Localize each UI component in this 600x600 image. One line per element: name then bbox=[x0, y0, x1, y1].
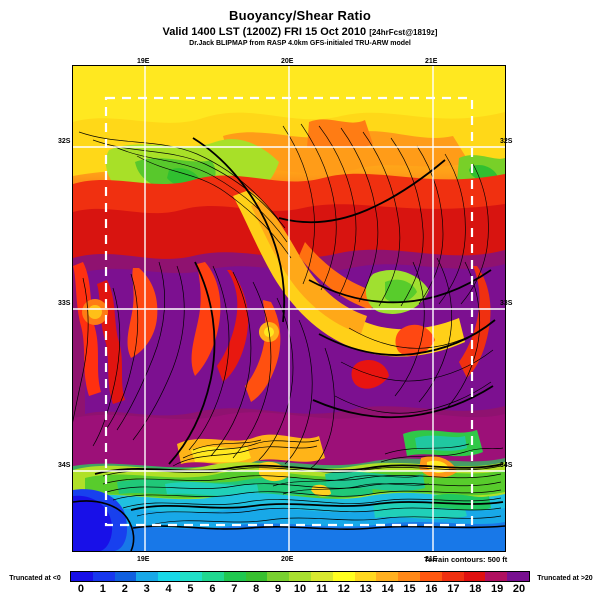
colorbar-tick-7: 7 bbox=[231, 583, 238, 595]
lat-label-left-2: 34S bbox=[58, 462, 71, 469]
colorbar-swatch-1 bbox=[92, 572, 115, 581]
colorbar-swatch-16 bbox=[420, 572, 442, 581]
colorbar-swatch-13 bbox=[354, 572, 377, 581]
colorbar-swatch-19 bbox=[485, 572, 508, 581]
colorbar-tick-17: 17 bbox=[447, 583, 460, 595]
colorbar-tick-1: 1 bbox=[99, 583, 106, 595]
model-credit: Dr.Jack BLIPMAP from RASP 4.0km GFS-init… bbox=[189, 40, 411, 47]
terrain-contour-note: Terrain contours: 500 ft bbox=[424, 555, 508, 564]
lat-label-right-1: 33S bbox=[500, 300, 513, 307]
colorbar-tick-9: 9 bbox=[275, 583, 282, 595]
colorbar-truncated-high: Truncated at >20 bbox=[537, 575, 593, 582]
colorbar-tick-16: 16 bbox=[425, 583, 438, 595]
colorbar-ticks: 0 1 2 3 4 5 6 7 8 9 10 11 12 13 14 15 16 17 18 19 20 bbox=[70, 582, 530, 596]
colorbar-tick-5: 5 bbox=[187, 583, 194, 595]
page-subtitle: Valid 1400 LST (1200Z) FRI 15 Oct 2010 [… bbox=[0, 26, 600, 38]
colorbar-swatch-2 bbox=[114, 572, 137, 581]
colorbar-swatch-15 bbox=[398, 572, 420, 581]
colorbar-tick-10: 10 bbox=[293, 583, 307, 595]
colorbar-swatch-17 bbox=[441, 572, 464, 581]
colorbar-tick-14: 14 bbox=[381, 583, 394, 595]
lon-label-bottom-1: 20E bbox=[281, 556, 294, 563]
colorbar-swatch-14 bbox=[376, 572, 399, 581]
colorbar-swatch-12 bbox=[332, 572, 355, 581]
colorbar-tick-2: 2 bbox=[121, 583, 128, 595]
colorbar-swatch-4 bbox=[158, 572, 181, 581]
colorbar-swatch-9 bbox=[267, 572, 290, 581]
colorbar-swatch-5 bbox=[180, 572, 202, 581]
lon-label-top-2: 21E bbox=[425, 58, 438, 65]
lon-label-bottom-0: 19E bbox=[137, 556, 150, 563]
lat-label-left-0: 32S bbox=[58, 138, 71, 145]
colorbar-tick-0: 0 bbox=[77, 583, 84, 595]
colorbar-tick-4: 4 bbox=[165, 583, 172, 595]
colorbar-swatch-0 bbox=[71, 572, 93, 581]
colorbar-swatch-10 bbox=[289, 572, 311, 581]
colorbar-tick-11: 11 bbox=[316, 583, 328, 595]
lon-label-top-0: 19E bbox=[137, 58, 150, 65]
colorbar-tick-6: 6 bbox=[209, 583, 216, 595]
colorbar-tick-13: 13 bbox=[359, 583, 372, 595]
colorbar-swatch-18 bbox=[463, 572, 486, 581]
colorbar-tick-19: 19 bbox=[491, 583, 504, 595]
lat-label-right-0: 32S bbox=[500, 138, 513, 145]
lat-label-left-1: 33S bbox=[58, 300, 71, 307]
colorbar-tick-20: 20 bbox=[512, 583, 526, 595]
map-panel[interactable] bbox=[72, 65, 506, 552]
colorbar-tick-8: 8 bbox=[253, 583, 260, 595]
colorbar-swatch-20 bbox=[507, 572, 530, 581]
lat-label-right-2: 34S bbox=[500, 462, 513, 469]
colorbar[interactable] bbox=[70, 571, 530, 582]
colorbar-swatch-8 bbox=[245, 572, 268, 581]
colorbar-tick-15: 15 bbox=[403, 583, 416, 595]
colorbar-tick-3: 3 bbox=[143, 583, 150, 595]
colorbar-tick-12: 12 bbox=[337, 583, 350, 595]
subtitle-forecast-stamp: [24hrFcst@1819z] bbox=[369, 28, 438, 37]
colorbar-tick-18: 18 bbox=[469, 583, 482, 595]
colorbar-swatch-11 bbox=[310, 572, 333, 581]
map-canvas bbox=[73, 66, 505, 551]
colorbar-truncated-low: Truncated at <0 bbox=[9, 575, 61, 582]
colorbar-swatch-3 bbox=[136, 572, 159, 581]
lon-label-bottom-2: 21E bbox=[425, 556, 438, 563]
page-title: Buoyancy/Shear Ratio bbox=[229, 8, 371, 23]
colorbar-swatch-7 bbox=[223, 572, 246, 581]
subtitle-main: Valid 1400 LST (1200Z) FRI 15 Oct 2010 bbox=[162, 26, 367, 38]
colorbar-swatch-6 bbox=[201, 572, 224, 581]
lon-label-top-1: 20E bbox=[281, 58, 294, 65]
